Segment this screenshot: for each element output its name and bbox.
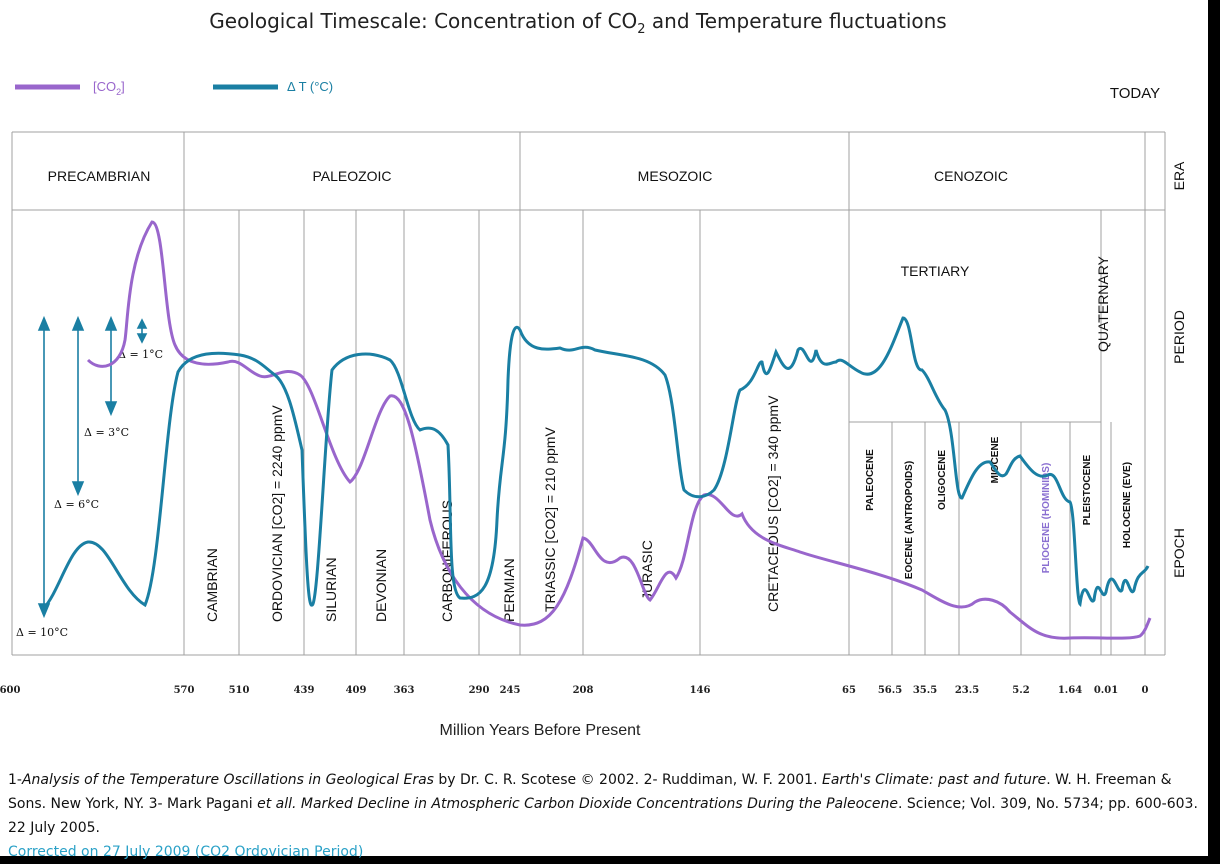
x-tick-label: 1.64 xyxy=(1058,685,1082,696)
x-tick-label: 363 xyxy=(394,685,415,696)
legend-co2-label: [CO2] xyxy=(93,79,125,97)
x-tick-label: 570 xyxy=(174,685,195,696)
today-label: TODAY xyxy=(1110,85,1160,102)
footnote-correction: Corrected on 27 July 2009 (CO2 Ordovicia… xyxy=(8,844,364,860)
footnote-ref3-rest: . Science; Vol. 309, No. 5734; pp. 600-6… xyxy=(8,796,1198,836)
era-label: PRECAMBRIAN xyxy=(48,168,151,184)
epoch-label: MIOCENE xyxy=(990,436,1001,483)
period-labels: CAMBRIAN ORDOVICIAN [CO2] = 2240 ppmV SI… xyxy=(204,255,1111,622)
x-tick-label: 600 xyxy=(0,685,20,696)
grid xyxy=(11,131,1166,656)
x-tick-label: 0 xyxy=(1142,685,1149,696)
period-label: ORDOVICIAN [CO2] = 2240 ppmV xyxy=(269,405,285,622)
era-label: PALEOZOIC xyxy=(312,168,391,184)
row-label: EPOCH xyxy=(1171,528,1187,578)
x-tick-label: 409 xyxy=(346,685,367,696)
row-label: PERIOD xyxy=(1171,310,1187,364)
x-tick-label: 208 xyxy=(573,685,594,696)
x-tick-label: 290 xyxy=(469,685,490,696)
delta-label: Δ = 1°C xyxy=(118,348,163,361)
footnote-ref2-rest: . W. H. Freeman & Sons. New York, NY. 3-… xyxy=(8,772,1172,812)
footnote-ref1-rest: by Dr. C. R. Scotese © 2002. 2- Ruddiman… xyxy=(433,772,822,788)
co2-curve xyxy=(86,220,1152,640)
x-tick-label: 0.01 xyxy=(1094,685,1118,696)
footnote-ref3-title: Marked Decline in Atmospheric Carbon Dio… xyxy=(296,796,898,812)
era-label: MESOZOIC xyxy=(638,168,713,184)
x-axis-label: Million Years Before Present xyxy=(440,722,642,739)
x-tick-label: 510 xyxy=(229,685,250,696)
footnote-ref1-title: Analysis of the Temperature Oscillations… xyxy=(21,772,434,788)
epoch-label: PLIOCENE (HOMINIDS) xyxy=(1041,463,1052,574)
footnote-et-al: et all. xyxy=(257,796,297,812)
epoch-label: OLIGOCENE xyxy=(937,450,948,510)
footnote: 1-Analysis of the Temperature Oscillatio… xyxy=(8,768,1198,864)
x-tick-label: 439 xyxy=(294,685,315,696)
epoch-labels: PALEOCENE EOCENE (ANTROPOIDS) OLIGOCENE … xyxy=(865,436,1133,579)
era-labels: PRECAMBRIAN PALEOZOIC MESOZOIC CENOZOIC xyxy=(48,168,1008,184)
arrow-head xyxy=(136,318,148,329)
period-label: PERMIAN xyxy=(501,558,517,622)
period-label: TERTIARY xyxy=(901,263,970,279)
period-label: JURASIC xyxy=(639,540,655,600)
epoch-label: HOLOCENE (EVE) xyxy=(1122,462,1133,548)
delta-label: Δ = 3°C xyxy=(84,426,129,439)
arrow-head xyxy=(136,333,148,344)
delta-labels: Δ = 1°C Δ = 3°C Δ = 6°C Δ = 10°C xyxy=(16,348,163,639)
x-tick-label: 5.2 xyxy=(1012,685,1029,696)
period-label: QUATERNARY xyxy=(1095,255,1111,352)
epoch-label: PALEOCENE xyxy=(865,449,876,511)
x-tick-label: 56.5 xyxy=(878,685,902,696)
period-label: SILURIAN xyxy=(323,557,339,622)
period-label: TRIASSIC [CO2] = 210 ppmV xyxy=(542,427,558,612)
arrow-head xyxy=(37,315,51,331)
x-tick-label: 35.5 xyxy=(913,685,937,696)
temperature-curve xyxy=(42,316,1150,609)
legend-temp-label: Δ T (°C) xyxy=(287,79,333,94)
period-label: CAMBRIAN xyxy=(204,548,220,622)
delta-arrows xyxy=(37,315,148,619)
arrow-head xyxy=(104,401,118,417)
x-tick-labels: 600 570 510 439 409 363 290 245 208 146 … xyxy=(0,685,1149,696)
x-tick-label: 23.5 xyxy=(955,685,979,696)
epoch-label: EOCENE (ANTROPOIDS) xyxy=(904,461,915,579)
delta-label: Δ = 10°C xyxy=(16,626,68,639)
x-tick-label: 146 xyxy=(690,685,711,696)
row-label: ERA xyxy=(1171,161,1187,190)
period-label: DEVONIAN xyxy=(373,549,389,622)
legend: [CO2] Δ T (°C) xyxy=(15,79,333,97)
arrow-head xyxy=(71,481,85,497)
row-labels: ERA PERIOD EPOCH xyxy=(1171,161,1187,578)
footnote-num: 1- xyxy=(8,772,22,788)
arrow-head xyxy=(71,315,85,331)
footnote-ref2-title: Earth's Climate: past and future xyxy=(821,772,1047,788)
epoch-label: PLEISTOCENE xyxy=(1082,454,1093,525)
x-tick-label: 245 xyxy=(500,685,521,696)
delta-label: Δ = 6°C xyxy=(54,498,99,511)
chart-title: Geological Timescale: Concentration of C… xyxy=(209,9,946,37)
period-label: CRETACEOUS [CO2] = 340 ppmV xyxy=(765,395,781,612)
era-label: CENOZOIC xyxy=(934,168,1008,184)
x-tick-label: 65 xyxy=(842,685,856,696)
arrow-head xyxy=(104,315,118,331)
